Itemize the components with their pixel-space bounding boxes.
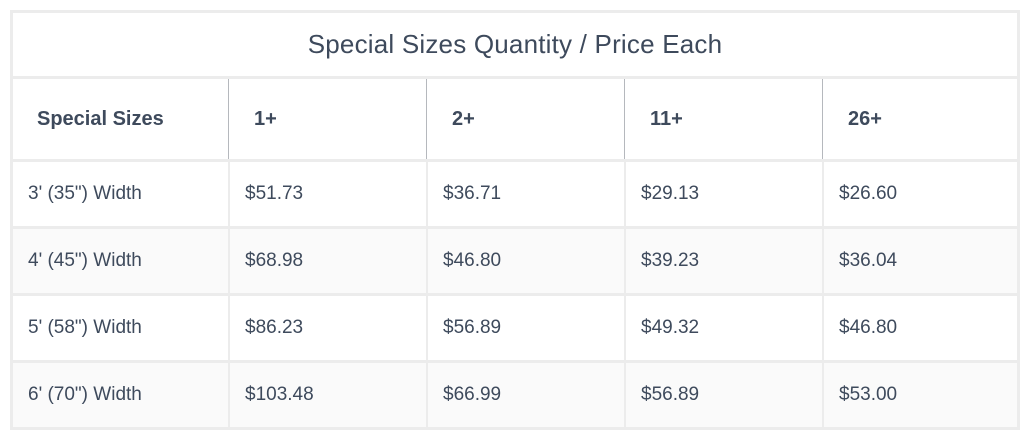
table-row: 3' (35") Width $51.73 $36.71 $29.13 $26.…: [13, 162, 1017, 229]
price-cell: $56.89: [624, 363, 822, 427]
price-cell: $26.60: [822, 162, 1017, 226]
header-cell: 26+: [822, 79, 1017, 159]
header-row: Special Sizes 1+ 2+ 11+ 26+: [13, 79, 1017, 162]
price-cell: $36.04: [822, 229, 1017, 293]
size-cell: 3' (35") Width: [28, 183, 142, 204]
price-cell: $36.71: [426, 162, 624, 226]
header-cell: Special Sizes: [37, 107, 164, 130]
price-cell: $46.80: [822, 296, 1017, 360]
header-cell: 2+: [426, 79, 624, 159]
price-cell: $51.73: [228, 162, 426, 226]
price-cell: $86.23: [228, 296, 426, 360]
price-cell: $49.32: [624, 296, 822, 360]
table-row: 4' (45") Width $68.98 $46.80 $39.23 $36.…: [13, 229, 1017, 296]
price-cell: $66.99: [426, 363, 624, 427]
price-table: Special Sizes Quantity / Price Each Spec…: [10, 10, 1020, 430]
price-cell: $68.98: [228, 229, 426, 293]
price-cell: $29.13: [624, 162, 822, 226]
price-cell: $39.23: [624, 229, 822, 293]
size-cell: 5' (58") Width: [28, 317, 142, 338]
header-cell: 1+: [228, 79, 426, 159]
table-row: 5' (58") Width $86.23 $56.89 $49.32 $46.…: [13, 296, 1017, 363]
price-cell: $56.89: [426, 296, 624, 360]
header-cell: 11+: [624, 79, 822, 159]
price-cell: $53.00: [822, 363, 1017, 427]
size-cell: 6' (70") Width: [28, 384, 142, 405]
size-cell: 4' (45") Width: [28, 250, 142, 271]
table-row: 6' (70") Width $103.48 $66.99 $56.89 $53…: [13, 363, 1017, 427]
price-cell: $103.48: [228, 363, 426, 427]
table-title: Special Sizes Quantity / Price Each: [13, 13, 1017, 79]
price-cell: $46.80: [426, 229, 624, 293]
